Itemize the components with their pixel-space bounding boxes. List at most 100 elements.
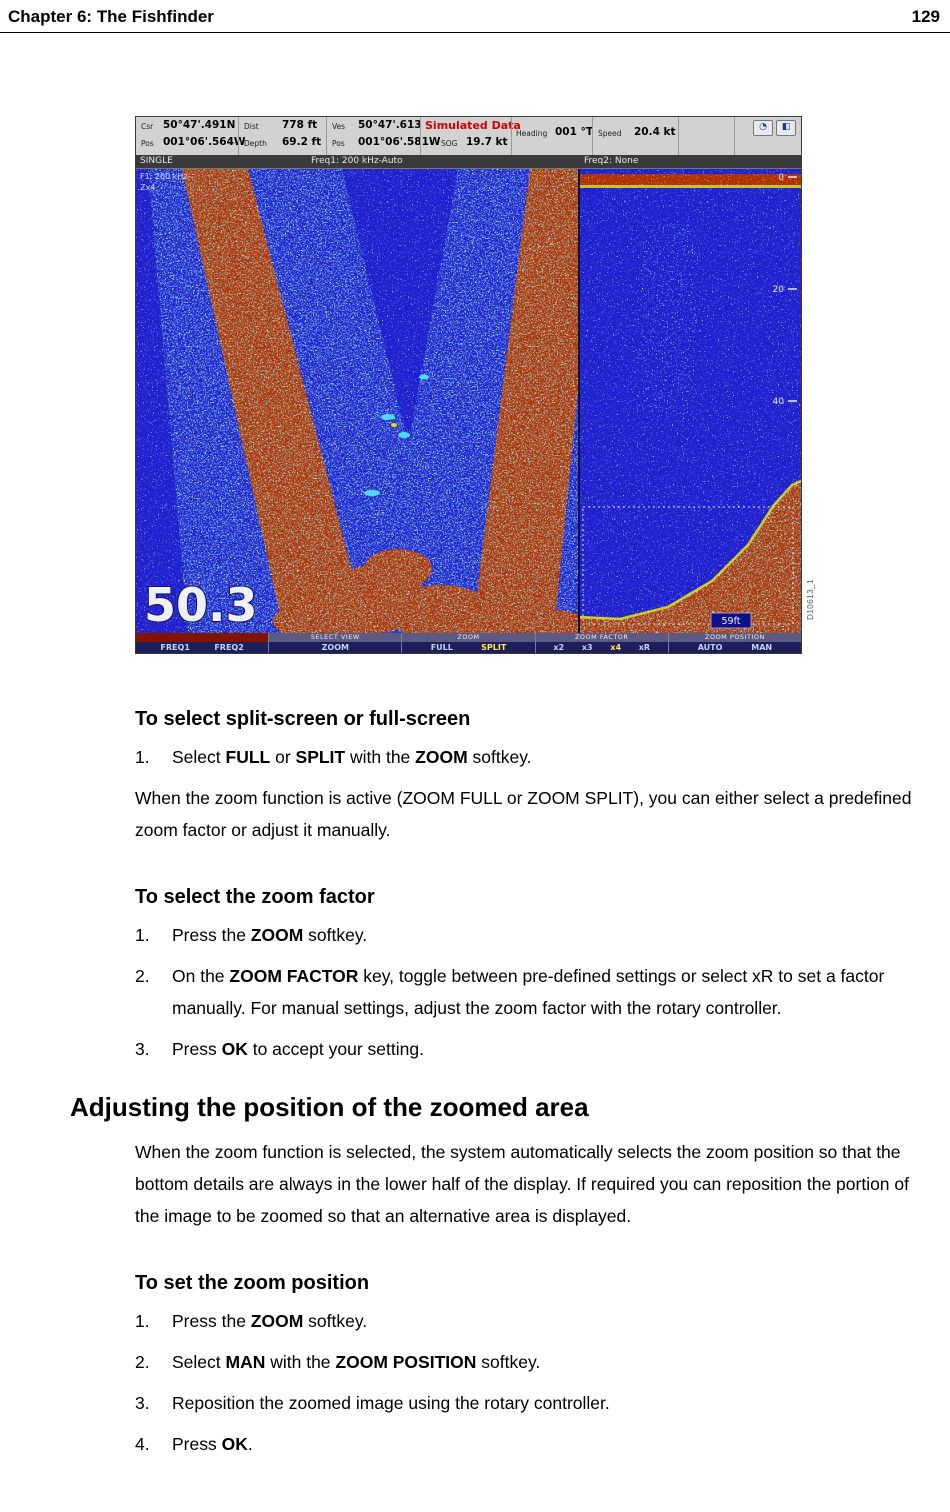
main-heading-zoom-position: Adjusting the position of the zoomed are…: [70, 1092, 589, 1122]
databar-divider: [511, 117, 512, 155]
speed-value: 20.4 kt: [634, 126, 676, 138]
csr-label: Csr: [141, 122, 154, 131]
csr-value: 50°47'.491N: [163, 119, 236, 131]
pos1-label: Pos: [141, 139, 154, 148]
depth-value: 69.2 ft: [282, 136, 322, 148]
list-number: 1.: [135, 747, 150, 767]
page-header: Chapter 6: The Fishfinder 129: [0, 0, 950, 33]
speed-label: Speed: [598, 129, 622, 138]
frequency-overlay: F1: 200 kHz: [140, 172, 188, 181]
list-item: 3. Reposition the zoomed image using the…: [135, 1387, 934, 1419]
mode-label: SINGLE: [140, 156, 173, 166]
softkey-option-x4[interactable]: x4: [610, 643, 622, 652]
list-text: Press the ZOOM softkey.: [172, 1311, 368, 1331]
softkey-option-full[interactable]: FULL: [430, 643, 453, 652]
fishfinder-screenshot: Csr 50°47'.491N Pos 001°06'.564W Dist 77…: [135, 116, 815, 654]
pos2-label: Pos: [332, 139, 345, 148]
paragraph-zoom-position: When the zoom function is selected, the …: [135, 1142, 909, 1226]
softkey-freq[interactable]: FREQ1 FREQ2: [136, 633, 270, 653]
databar-divider: [326, 117, 327, 155]
databar-divider: [734, 117, 735, 155]
list-number: 4.: [135, 1434, 150, 1454]
status-bar: SINGLE Freq1: 200 kHz-Auto Freq2: None: [136, 155, 801, 169]
freq1-label: Freq1: 200 kHz-Auto: [311, 156, 403, 166]
softkey-zoom-title: ZOOM: [402, 633, 535, 642]
ves-label: Ves: [332, 122, 346, 131]
dist-label: Dist: [244, 122, 259, 131]
zoom-pane: F1: 200 kHz Zx4 50.3: [136, 169, 586, 633]
databar-divider: [678, 117, 679, 155]
figure-id: D10613_1: [806, 579, 815, 620]
list-text: Reposition the zoomed image using the ro…: [172, 1393, 610, 1413]
dist-value: 778 ft: [282, 119, 318, 131]
depth-scale: [788, 176, 797, 402]
scale-tick-0: 0: [778, 173, 784, 183]
list-text: Select MAN with the ZOOM POSITION softke…: [172, 1352, 541, 1372]
softkey-option-x2[interactable]: x2: [553, 643, 565, 652]
databar-buttons: ◔ ◧: [753, 120, 796, 136]
sonar-display: F1: 200 kHz Zx4 50.3: [136, 169, 801, 633]
list-number: 1.: [135, 925, 150, 945]
databar-panel-icon[interactable]: ◧: [776, 120, 796, 136]
list-item: 1. Press the ZOOM softkey.: [135, 919, 934, 951]
databar: Csr 50°47'.491N Pos 001°06'.564W Dist 77…: [136, 117, 801, 155]
softkey-option-freq2[interactable]: FREQ2: [214, 643, 244, 652]
list-item: 2. On the ZOOM FACTOR key, toggle betwee…: [135, 960, 934, 1024]
ves-value: 50°47'.613: [358, 119, 422, 131]
depth-readout: 50.3: [144, 578, 258, 632]
softkey-select-view-title: SELECT VIEW: [269, 633, 402, 642]
list-text: Select FULL or SPLIT with the ZOOM softk…: [172, 747, 532, 767]
softkey-option-man[interactable]: MAN: [751, 643, 773, 652]
list-number: 3.: [135, 1393, 150, 1413]
depth-label: Depth: [244, 139, 267, 148]
section-heading-set-position: To set the zoom position: [135, 1272, 370, 1294]
softkey-zoom-factor[interactable]: ZOOM FACTOR x2 x3 x4 xR: [535, 633, 669, 653]
softkey-option-auto[interactable]: AUTO: [697, 643, 723, 652]
heading-label: Heading: [516, 129, 548, 138]
softkey-option-zoom[interactable]: ZOOM: [321, 643, 349, 652]
softkey-zoom[interactable]: ZOOM FULL SPLIT: [402, 633, 536, 653]
databar-compass-icon[interactable]: ◔: [753, 120, 773, 136]
section-heading-zoom-factor: To select the zoom factor: [135, 886, 375, 908]
page-number: 129: [911, 7, 940, 26]
softkey-option-freq1[interactable]: FREQ1: [160, 643, 190, 652]
bottom-depth-box: [710, 612, 752, 629]
softkey-freq-title: [136, 633, 269, 642]
pos2-value: 001°06'.581W: [358, 136, 441, 148]
zoom-area-box[interactable]: [582, 506, 794, 625]
scale-tick-40: 40: [773, 397, 785, 407]
list-item: 1. Select FULL or SPLIT with the ZOOM so…: [135, 741, 934, 773]
sog-label: SOG: [441, 139, 458, 148]
list-text: On the ZOOM FACTOR key, toggle between p…: [172, 966, 885, 1018]
softkey-select-view[interactable]: SELECT VIEW ZOOM: [269, 633, 403, 653]
document-body: To select split-screen or full-screen 1.…: [70, 706, 934, 1460]
list-number: 3.: [135, 1039, 150, 1059]
heading-value: 001 °T: [555, 126, 593, 138]
softkey-zoom-factor-title: ZOOM FACTOR: [535, 633, 668, 642]
chapter-title: Chapter 6: The Fishfinder: [8, 7, 214, 26]
softkey-zoom-position[interactable]: ZOOM POSITION AUTO MAN: [668, 633, 802, 653]
list-item: 3. Press OK to accept your setting.: [135, 1033, 934, 1065]
list-text: Press OK to accept your setting.: [172, 1039, 424, 1059]
list-number: 2.: [135, 1352, 150, 1372]
section-heading-split-screen: To select split-screen or full-screen: [135, 708, 471, 730]
list-item: 1. Press the ZOOM softkey.: [135, 1305, 934, 1337]
list-number: 1.: [135, 1311, 150, 1331]
freq2-label: Freq2: None: [584, 156, 639, 166]
softkey-bar: FREQ1 FREQ2 SELECT VIEW ZOOM ZOOM FULL S…: [136, 633, 802, 653]
pane-divider: [578, 169, 580, 633]
scale-tick-20: 20: [773, 285, 785, 295]
fishfinder-screen: Csr 50°47'.491N Pos 001°06'.564W Dist 77…: [135, 116, 802, 654]
list-item: 2. Select MAN with the ZOOM POSITION sof…: [135, 1346, 934, 1378]
list-item: 4. Press OK.: [135, 1428, 934, 1460]
simulated-data-label: Simulated Data: [425, 119, 521, 132]
softkey-option-xr[interactable]: xR: [638, 643, 651, 652]
zoom-factor-overlay: Zx4: [140, 183, 155, 192]
softkey-zoom-position-title: ZOOM POSITION: [668, 633, 802, 642]
full-range-pane: 0 20 40 59ft: [578, 169, 801, 633]
softkey-option-x3[interactable]: x3: [581, 643, 593, 652]
softkey-option-split[interactable]: SPLIT: [481, 643, 507, 652]
list-text: Press the ZOOM softkey.: [172, 925, 368, 945]
list-text: Press OK.: [172, 1434, 253, 1454]
bottom-depth-label: 59ft: [722, 616, 741, 627]
